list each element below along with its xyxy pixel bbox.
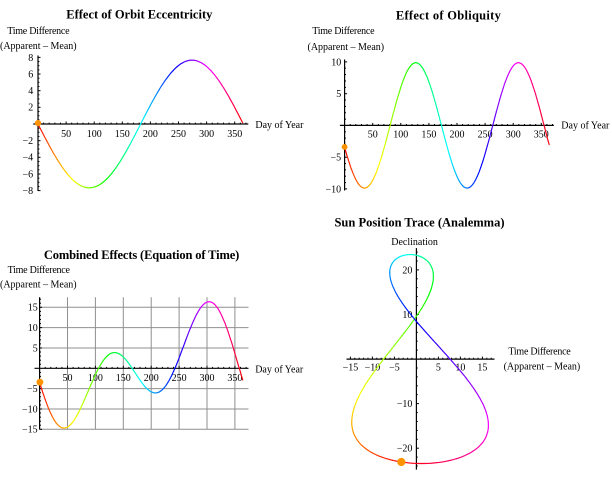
svg-text:20: 20 — [402, 265, 412, 276]
svg-text:−10: −10 — [397, 399, 413, 410]
svg-text:10: 10 — [402, 310, 412, 321]
svg-text:−5: −5 — [389, 362, 400, 373]
svg-text:50: 50 — [368, 130, 378, 141]
svg-text:350: 350 — [534, 130, 549, 141]
svg-text:5: 5 — [336, 89, 341, 100]
svg-text:Declination: Declination — [391, 237, 438, 248]
svg-text:(Apparent – Mean): (Apparent – Mean) — [0, 279, 77, 290]
svg-text:200: 200 — [144, 373, 159, 384]
svg-text:−5: −5 — [27, 384, 38, 395]
svg-text:−2: −2 — [23, 136, 34, 147]
svg-text:100: 100 — [393, 130, 408, 141]
svg-text:15: 15 — [477, 362, 487, 373]
svg-text:5: 5 — [436, 362, 441, 373]
svg-text:300: 300 — [506, 130, 521, 141]
svg-text:200: 200 — [143, 129, 158, 140]
svg-text:−4: −4 — [23, 153, 34, 164]
svg-text:5: 5 — [33, 343, 38, 354]
svg-text:250: 250 — [172, 373, 187, 384]
svg-text:−6: −6 — [23, 169, 34, 180]
svg-text:Effect of Obliquity: Effect of Obliquity — [396, 9, 502, 23]
svg-text:−10: −10 — [22, 404, 38, 415]
svg-text:8: 8 — [28, 53, 33, 64]
svg-text:150: 150 — [421, 130, 436, 141]
svg-text:−8: −8 — [23, 186, 34, 197]
svg-text:100: 100 — [87, 129, 102, 140]
svg-text:Combined Effects (Equation of: Combined Effects (Equation of Time) — [44, 248, 239, 262]
svg-text:300: 300 — [199, 129, 214, 140]
svg-text:−15: −15 — [22, 425, 38, 436]
svg-text:350: 350 — [227, 373, 242, 384]
svg-text:2: 2 — [28, 103, 33, 114]
svg-text:−15: −15 — [343, 362, 359, 373]
svg-text:Time Difference: Time Difference — [312, 26, 375, 37]
svg-text:Sun Position Trace (Analemma): Sun Position Trace (Analemma) — [334, 216, 504, 230]
svg-text:Time Difference: Time Difference — [7, 26, 70, 37]
svg-text:10: 10 — [331, 57, 341, 68]
svg-text:250: 250 — [171, 129, 186, 140]
svg-text:350: 350 — [227, 129, 242, 140]
svg-text:−5: −5 — [331, 153, 342, 164]
svg-text:(Apparent – Mean): (Apparent – Mean) — [0, 41, 77, 52]
svg-text:Day of Year: Day of Year — [255, 120, 304, 131]
svg-text:150: 150 — [116, 373, 131, 384]
svg-text:Effect of Orbit Eccentricity: Effect of Orbit Eccentricity — [66, 8, 213, 22]
svg-text:−10: −10 — [365, 362, 381, 373]
svg-text:(Apparent – Mean): (Apparent – Mean) — [308, 42, 385, 53]
svg-text:10: 10 — [455, 362, 465, 373]
svg-text:Time Difference: Time Difference — [8, 265, 71, 276]
svg-text:200: 200 — [450, 130, 465, 141]
svg-text:Time Difference: Time Difference — [508, 346, 571, 357]
svg-text:−20: −20 — [397, 444, 413, 455]
svg-text:−10: −10 — [326, 184, 342, 195]
svg-text:100: 100 — [88, 373, 103, 384]
svg-text:250: 250 — [478, 130, 493, 141]
svg-text:50: 50 — [61, 129, 71, 140]
svg-text:Day of Year: Day of Year — [561, 121, 610, 132]
svg-text:300: 300 — [200, 373, 215, 384]
svg-text:150: 150 — [115, 129, 130, 140]
svg-text:(Apparent – Mean): (Apparent – Mean) — [504, 362, 581, 373]
svg-text:10: 10 — [28, 323, 38, 334]
svg-text:50: 50 — [63, 373, 73, 384]
svg-text:Day of Year: Day of Year — [255, 364, 304, 375]
svg-text:4: 4 — [28, 86, 33, 97]
svg-text:6: 6 — [28, 69, 33, 80]
svg-text:15: 15 — [28, 303, 38, 314]
